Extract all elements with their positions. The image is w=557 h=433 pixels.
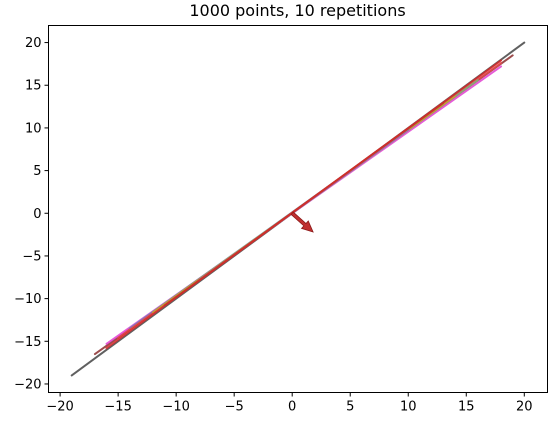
x-tick-label: 20 — [516, 400, 533, 415]
x-tick-label: −20 — [46, 400, 73, 415]
x-tick-label: 10 — [400, 400, 417, 415]
y-tick-label: 20 — [25, 36, 42, 51]
y-tick-label: −20 — [14, 377, 41, 392]
y-tick-label: 5 — [33, 164, 41, 179]
x-tick-label: −15 — [104, 400, 131, 415]
x-axis: −20 −15 −10 −5 0 5 10 15 20 — [46, 392, 533, 415]
y-tick-label: 10 — [25, 121, 42, 136]
y-tick-label: 15 — [25, 79, 42, 94]
x-tick-label: 15 — [458, 400, 475, 415]
x-tick-label: 0 — [288, 400, 296, 415]
x-tick-label: −5 — [225, 400, 244, 415]
x-tick-label: 5 — [346, 400, 354, 415]
y-tick-label: −5 — [22, 249, 41, 264]
chart-title: 1000 points, 10 repetitions — [189, 1, 406, 20]
x-tick-label: −10 — [162, 400, 189, 415]
y-axis: −20 −15 −10 −5 0 5 10 15 20 — [14, 36, 49, 392]
direction-arrow — [290, 211, 314, 233]
y-tick-label: −15 — [14, 335, 41, 350]
plot-area-border — [48, 25, 548, 393]
series-layer — [70, 41, 526, 377]
series-line — [105, 59, 503, 350]
arrow-layer — [290, 211, 314, 233]
y-tick-label: 0 — [33, 207, 41, 222]
y-tick-label: −10 — [14, 292, 41, 307]
